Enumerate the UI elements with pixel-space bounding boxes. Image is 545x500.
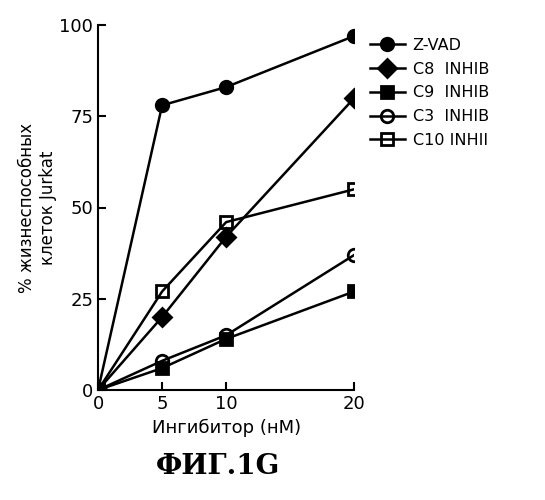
- Z-VAD: [223, 84, 229, 90]
- X-axis label: Ингибитор (нМ): Ингибитор (нМ): [152, 418, 301, 436]
- C3  INHIB: [95, 387, 101, 393]
- C9  INHIB: [95, 387, 101, 393]
- Line: C8  INHIB: C8 INHIB: [92, 92, 360, 396]
- Y-axis label: % жизнеспособных
клеток Jurkat: % жизнеспособных клеток Jurkat: [18, 122, 57, 292]
- Line: C9  INHIB: C9 INHIB: [92, 285, 360, 396]
- C3  INHIB: [159, 358, 166, 364]
- Text: ФИГ.1G: ФИГ.1G: [156, 453, 280, 480]
- Z-VAD: [351, 33, 358, 39]
- Z-VAD: [95, 387, 101, 393]
- C3  INHIB: [351, 252, 358, 258]
- C9  INHIB: [159, 365, 166, 371]
- C9  INHIB: [223, 336, 229, 342]
- C3  INHIB: [223, 332, 229, 338]
- C8  INHIB: [223, 234, 229, 239]
- Line: C3  INHIB: C3 INHIB: [92, 248, 360, 396]
- C10 INHII: [351, 186, 358, 192]
- Line: C10 INHII: C10 INHII: [92, 183, 360, 396]
- C8  INHIB: [159, 314, 166, 320]
- Line: Z-VAD: Z-VAD: [92, 30, 360, 396]
- C10 INHII: [159, 288, 166, 294]
- C8  INHIB: [351, 95, 358, 101]
- C8  INHIB: [95, 387, 101, 393]
- Legend: Z-VAD, C8  INHIB, C9  INHIB, C3  INHIB, C10 INHII: Z-VAD, C8 INHIB, C9 INHIB, C3 INHIB, C10…: [365, 33, 494, 152]
- Z-VAD: [159, 102, 166, 108]
- C10 INHII: [95, 387, 101, 393]
- C9  INHIB: [351, 288, 358, 294]
- C10 INHII: [223, 219, 229, 225]
